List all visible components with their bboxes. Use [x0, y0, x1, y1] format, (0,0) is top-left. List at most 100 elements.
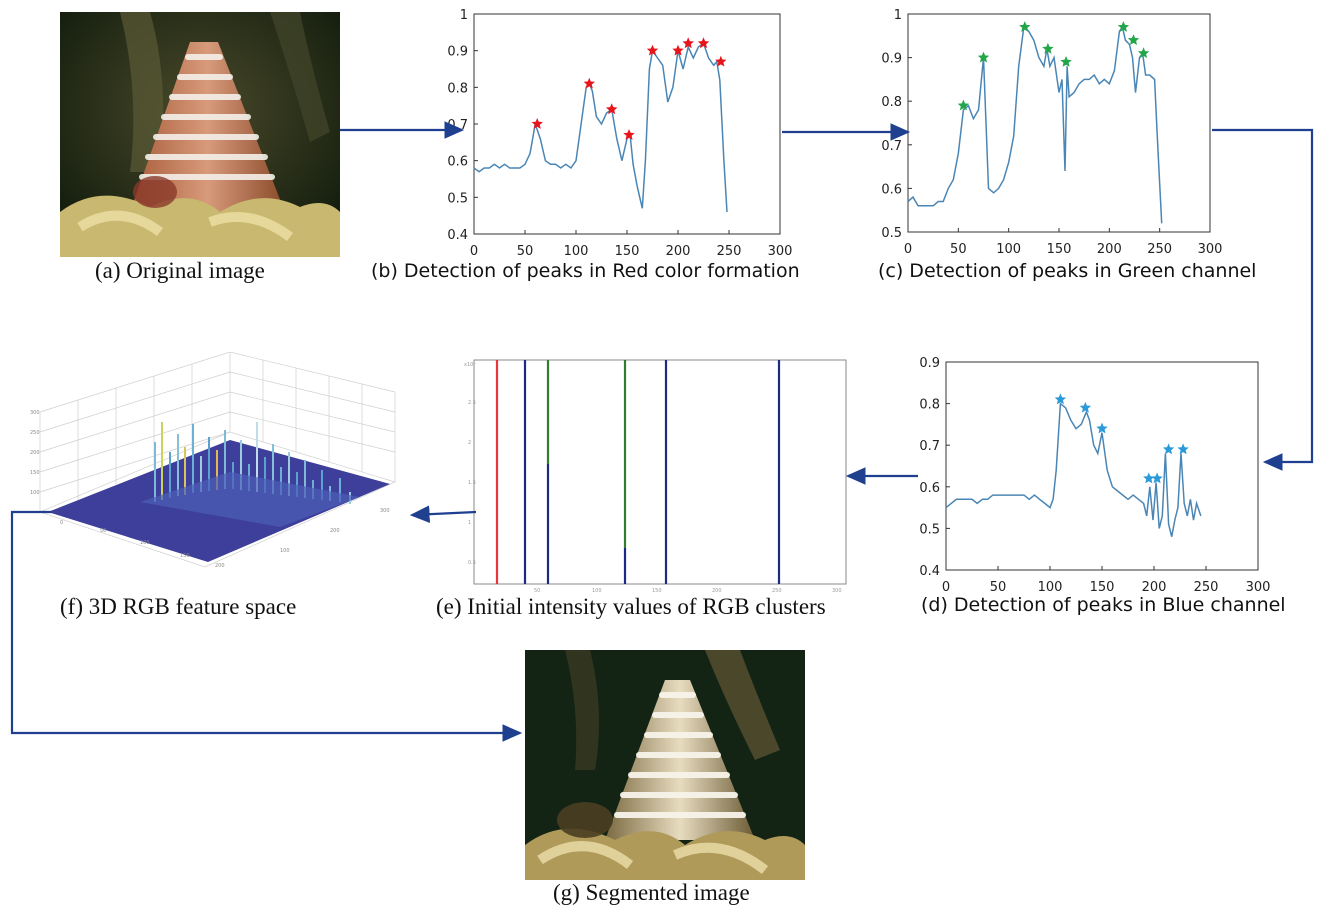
- x-tick-label: 150: [1090, 580, 1115, 595]
- peak-marker: [1019, 21, 1031, 32]
- x-tick-label: 100: [564, 244, 589, 259]
- y-tick-label: 0.4: [919, 564, 940, 579]
- x-tick-label: 300: [1246, 580, 1270, 595]
- chart-green-peaks: 0 50 100 150 200 250 300 0.5 0.6 0.7 0.8 0.9 1: [872, 0, 1232, 266]
- peak-marker: [1143, 472, 1155, 484]
- series-line: [907, 25, 1163, 224]
- caption-f: (f) 3D RGB feature space: [60, 594, 297, 619]
- svg-text:2: 2: [468, 440, 471, 446]
- svg-text:250: 250: [772, 588, 782, 594]
- y-tick-label: 0.7: [447, 118, 468, 133]
- caption-g: (g) Segmented image: [553, 880, 750, 905]
- svg-text:2.5: 2.5: [468, 400, 476, 406]
- x-tick-label: 50: [517, 244, 534, 259]
- y-tick-label: 0.9: [447, 45, 468, 60]
- caption-b: (b) Detection of peaks in Red color form…: [371, 260, 800, 282]
- peak-marker: [715, 55, 727, 67]
- segmented-image: [525, 650, 805, 880]
- x-tick-label: 300: [1198, 242, 1223, 257]
- x-tick-label: 150: [615, 244, 640, 259]
- y-tick-label: 0.5: [881, 226, 902, 241]
- peak-marker: [1060, 56, 1072, 67]
- y-tick-label: 0.9: [919, 356, 940, 371]
- svg-text:100: 100: [280, 548, 290, 554]
- x-tick-label: 200: [1142, 580, 1167, 595]
- svg-text:300: 300: [380, 508, 390, 514]
- peak-marker: [606, 103, 618, 115]
- y-tick-label: 0.6: [447, 155, 468, 170]
- x-tick-label: 0: [942, 580, 950, 595]
- peak-marker: [977, 51, 990, 63]
- plot-frame: [945, 361, 1259, 571]
- x-tick-label: 100: [996, 242, 1021, 257]
- y-tick-label: 1: [894, 8, 902, 23]
- cluster-axes-box: [473, 359, 847, 585]
- chart-red-peaks: 0 50 100 150 200 250 300 0.4 0.5 0.6 0.7 0.8 0.9 1: [440, 0, 800, 266]
- peak-marker: [1096, 422, 1108, 434]
- svg-text:300: 300: [30, 410, 40, 416]
- x-tick-label: 150: [1047, 242, 1072, 257]
- red-peaks-svg: 0 50 100 150 200 250 300 0.4 0.5 0.6 0.7 0.8 0.9 1: [447, 8, 793, 259]
- svg-text:150: 150: [652, 588, 662, 594]
- peak-marker: [1079, 401, 1092, 413]
- x-tick-label: 200: [1097, 242, 1122, 257]
- svg-text:200: 200: [712, 588, 722, 594]
- y-tick-label: 0.7: [881, 139, 902, 154]
- peak-marker: [531, 118, 543, 129]
- svg-text:200: 200: [330, 528, 340, 534]
- caption-e: (e) Initial intensity values of RGB clus…: [436, 594, 826, 619]
- caption-a: (a) Original image: [95, 258, 265, 283]
- surface-3d-svg: 300 250 200 150 100 0 50 100 150 200 100…: [30, 351, 396, 569]
- x-tick-label: 250: [1194, 580, 1219, 595]
- peak-marker: [623, 129, 635, 140]
- x-tick-label: 100: [1038, 580, 1063, 595]
- y-tick-label: 0.9: [881, 52, 902, 67]
- svg-text:150: 150: [30, 470, 40, 476]
- x-tick-label: 300: [768, 244, 793, 259]
- series-line: [945, 402, 1202, 537]
- y-tick-label: 0.8: [447, 81, 468, 96]
- peak-marker: [1042, 42, 1054, 54]
- svg-text:100: 100: [30, 490, 40, 496]
- plot-frame: [473, 13, 781, 235]
- peak-marker: [1151, 472, 1163, 484]
- y-tick-label: 1: [460, 8, 468, 23]
- tube-worm-photo: [60, 12, 340, 257]
- peak-marker: [1127, 34, 1140, 45]
- y-tick-label: 0.6: [919, 481, 940, 496]
- caption-c: (c) Detection of peaks in Green channel: [878, 260, 1257, 282]
- peak-marker: [682, 37, 694, 49]
- svg-text:50: 50: [100, 528, 106, 534]
- x-tick-label: 200: [666, 244, 691, 259]
- x-tick-label: 250: [717, 244, 742, 259]
- peak-marker: [1162, 443, 1175, 455]
- x-tick-label: 50: [990, 580, 1007, 595]
- peak-marker: [697, 37, 710, 49]
- series-line: [473, 42, 728, 213]
- svg-text:200: 200: [30, 450, 40, 456]
- original-image: [60, 12, 340, 257]
- svg-text:x10⁻: x10⁻: [464, 362, 476, 368]
- caption-d: (d) Detection of peaks in Blue channel: [921, 594, 1286, 616]
- x-tick-label: 0: [470, 244, 478, 259]
- svg-text:300: 300: [832, 588, 842, 594]
- peak-marker: [646, 44, 659, 56]
- chart-blue-peaks: 0 50 100 150 200 250 300 0.4 0.5 0.6 0.7 0.8 0.9: [910, 352, 1270, 601]
- peak-marker: [957, 99, 970, 111]
- peak-marker: [1137, 47, 1150, 59]
- x-tick-label: 50: [950, 242, 967, 257]
- svg-text:100: 100: [592, 588, 602, 594]
- svg-text:50: 50: [534, 588, 540, 594]
- peak-marker: [672, 44, 684, 56]
- blue-peaks-svg: 0 50 100 150 200 250 300 0.4 0.5 0.6 0.7 0.8 0.9: [919, 356, 1270, 595]
- y-tick-label: 0.4: [447, 228, 468, 243]
- x-tick-label: 0: [904, 242, 912, 257]
- svg-text:150: 150: [180, 553, 190, 559]
- svg-text:0.5: 0.5: [468, 560, 476, 566]
- peak-marker: [583, 77, 595, 89]
- x-tick-label: 250: [1147, 242, 1172, 257]
- green-peaks-svg: 0 50 100 150 200 250 300 0.5 0.6 0.7 0.8 0.9 1: [881, 8, 1223, 257]
- y-tick-label: 0.8: [881, 95, 902, 110]
- rgb-cluster-lines-svg: x10⁻ 2.5 2 1.5 1 0.5 50 100 150 200 250 …: [464, 359, 847, 594]
- plot-frame: [907, 13, 1211, 233]
